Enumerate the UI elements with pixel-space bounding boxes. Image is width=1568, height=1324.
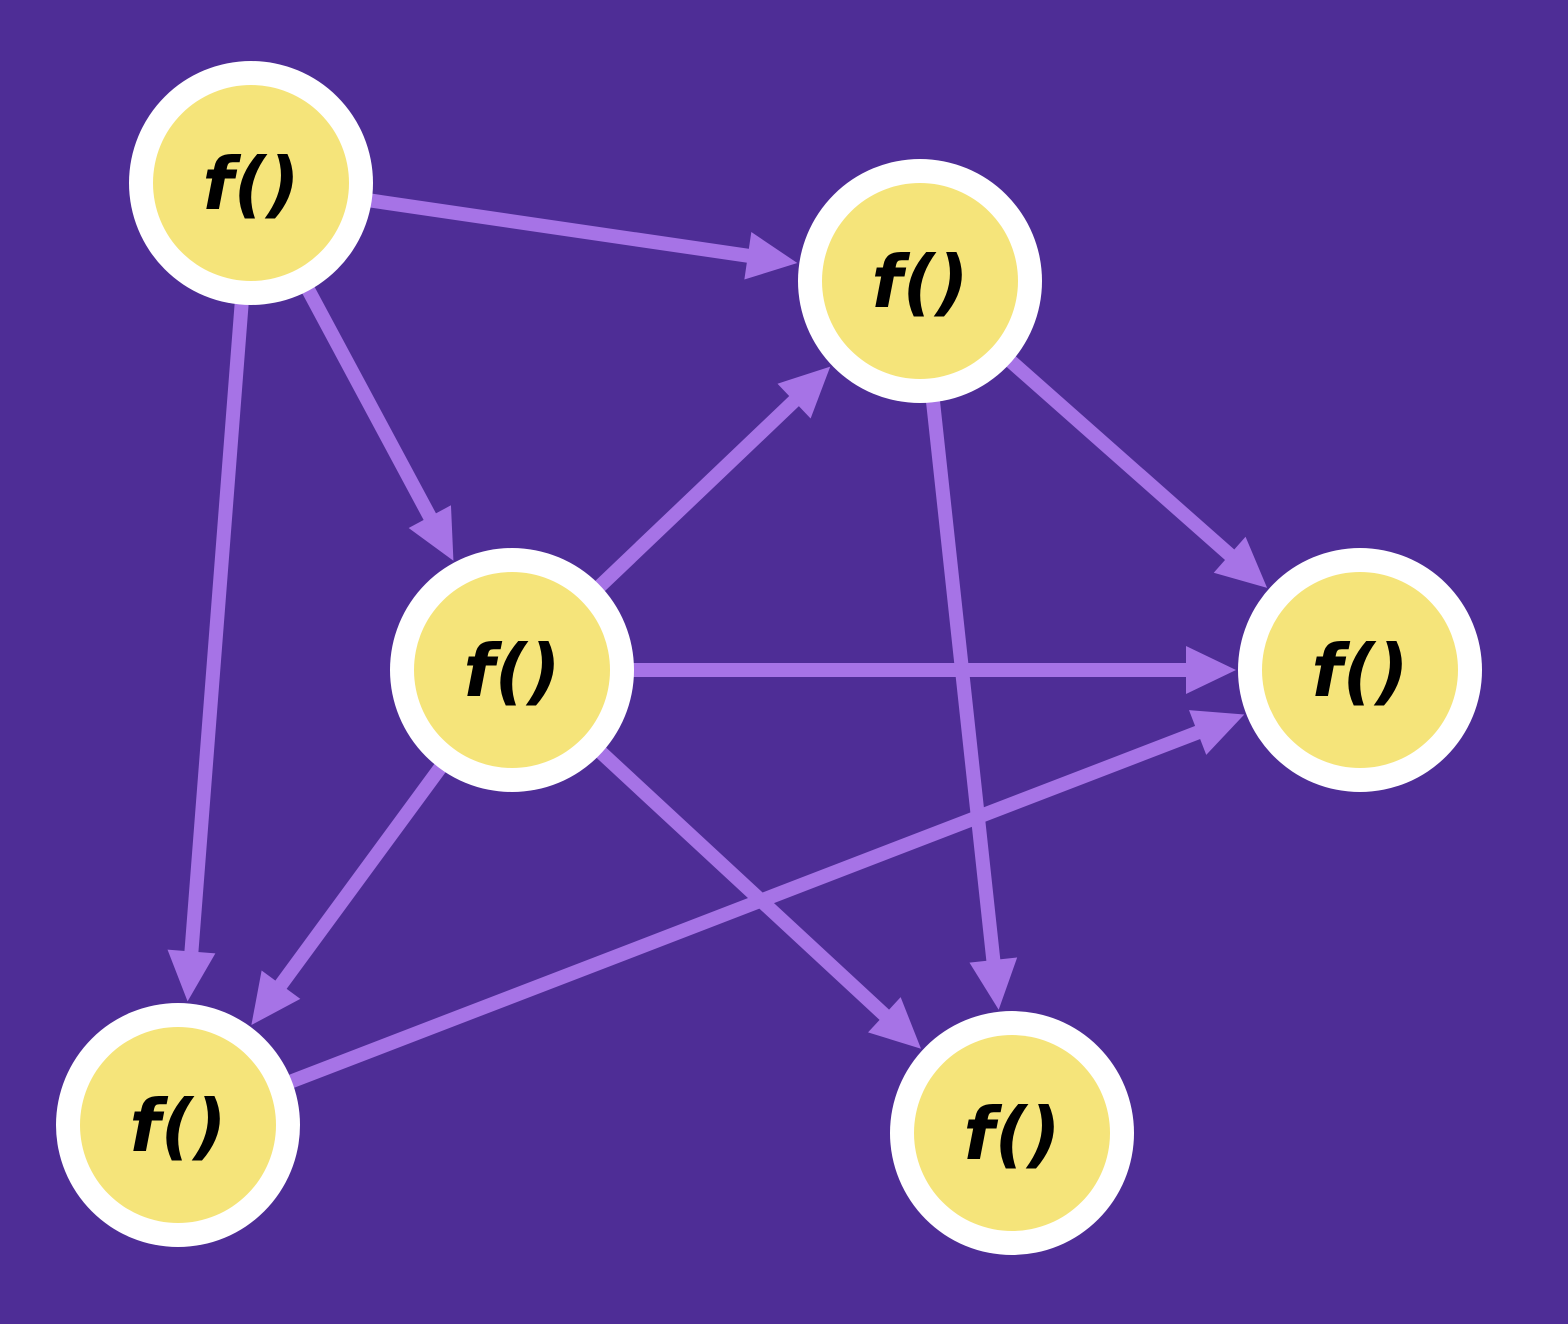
edge-n2-n6 bbox=[925, 397, 1018, 1010]
arrowhead bbox=[868, 997, 922, 1049]
function-node-n5: f() bbox=[56, 1003, 300, 1247]
edge-line bbox=[366, 193, 753, 264]
node-label: f() bbox=[463, 629, 560, 713]
arrowhead bbox=[744, 232, 798, 280]
arrowhead bbox=[1188, 710, 1245, 755]
edge-line bbox=[272, 760, 448, 993]
arrowhead bbox=[969, 957, 1018, 1010]
function-node-n6: f() bbox=[890, 1011, 1134, 1255]
edge-line bbox=[592, 393, 802, 594]
node-label: f() bbox=[129, 1084, 226, 1168]
edge-line bbox=[300, 283, 438, 524]
arrowhead bbox=[777, 366, 831, 419]
edge-n1-n5 bbox=[167, 300, 249, 1002]
node-label: f() bbox=[1311, 629, 1408, 713]
arrowhead bbox=[251, 970, 301, 1026]
node-label: f() bbox=[202, 142, 299, 226]
arrowhead bbox=[1213, 536, 1268, 588]
arrowhead bbox=[167, 949, 216, 1002]
node-label: f() bbox=[963, 1092, 1060, 1176]
edge-line bbox=[925, 397, 1001, 965]
edge-n1-n2 bbox=[366, 193, 798, 280]
node-fill bbox=[914, 1035, 1110, 1231]
edge-n2-n4 bbox=[1003, 353, 1268, 588]
edge-line bbox=[1003, 353, 1238, 563]
node-fill bbox=[414, 572, 610, 768]
node-fill bbox=[1262, 572, 1458, 768]
edge-line bbox=[285, 724, 1204, 1090]
node-fill bbox=[80, 1027, 276, 1223]
function-node-n1: f() bbox=[129, 61, 373, 305]
edge-n3-n4 bbox=[630, 646, 1236, 694]
nodes-layer: f() f() f() f() f() f() bbox=[56, 61, 1482, 1255]
edge-n3-n5 bbox=[251, 760, 448, 1026]
edge-n3-n6 bbox=[593, 745, 922, 1049]
function-node-n2: f() bbox=[798, 159, 1042, 403]
edge-line bbox=[184, 300, 249, 957]
function-node-n4: f() bbox=[1238, 548, 1482, 792]
function-node-n3: f() bbox=[390, 548, 634, 792]
node-label: f() bbox=[871, 240, 968, 324]
arrowhead bbox=[1186, 646, 1236, 694]
edge-n3-n2 bbox=[592, 366, 831, 594]
node-fill bbox=[153, 85, 349, 281]
edge-line bbox=[593, 745, 893, 1023]
node-fill bbox=[822, 183, 1018, 379]
edges-layer bbox=[167, 193, 1268, 1090]
arrowhead bbox=[408, 505, 454, 561]
edge-n1-n3 bbox=[300, 283, 454, 561]
edge-n5-n4 bbox=[285, 710, 1245, 1090]
